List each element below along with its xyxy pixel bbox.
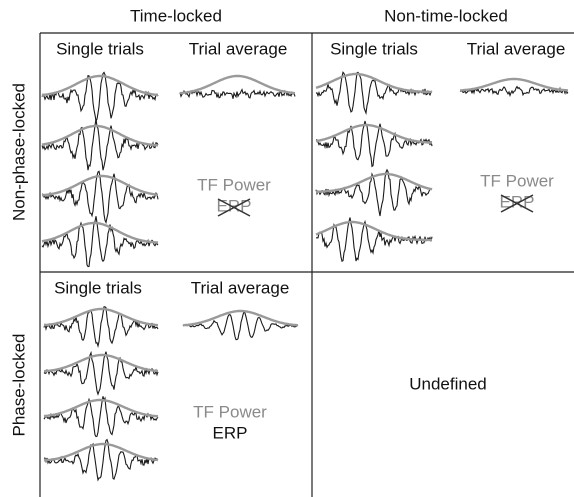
waveform bbox=[43, 350, 159, 396]
cell-label: Trial average bbox=[467, 39, 566, 58]
column-header: Non-time-locked bbox=[384, 6, 508, 25]
envelope bbox=[315, 72, 432, 94]
waveforms bbox=[41, 71, 569, 482]
waveform bbox=[43, 396, 159, 438]
envelope bbox=[43, 398, 159, 418]
strike bbox=[217, 198, 251, 217]
envelope bbox=[43, 442, 159, 462]
envelope bbox=[43, 353, 159, 373]
undefined-label: Undefined bbox=[409, 374, 487, 393]
erp-label: ERP bbox=[500, 192, 535, 211]
row-header: Non-phase-locked bbox=[9, 83, 28, 221]
cell-label: Trial average bbox=[189, 39, 288, 58]
envelope bbox=[179, 74, 296, 95]
cell-label: Trial average bbox=[191, 278, 290, 297]
envelope bbox=[42, 174, 159, 197]
cell-label: Single trials bbox=[56, 39, 144, 58]
erp-label: ERP bbox=[217, 196, 252, 215]
envelope bbox=[460, 77, 568, 92]
waveform bbox=[315, 120, 433, 168]
waveform bbox=[182, 310, 299, 341]
waveform bbox=[41, 71, 159, 123]
envelope bbox=[316, 172, 433, 193]
waveform bbox=[315, 168, 433, 217]
cell-label: Single trials bbox=[54, 278, 142, 297]
envelope bbox=[43, 307, 159, 327]
cell-label: Single trials bbox=[330, 39, 418, 58]
envelope bbox=[182, 309, 299, 327]
waveform bbox=[41, 170, 159, 225]
waveform bbox=[179, 88, 296, 99]
tf-power-label: TF Power bbox=[197, 175, 271, 194]
waveform bbox=[43, 306, 159, 348]
envelope bbox=[41, 74, 159, 97]
strike bbox=[500, 194, 534, 213]
envelope bbox=[41, 221, 158, 244]
waveform bbox=[41, 216, 159, 268]
row-header: Phase-locked bbox=[9, 333, 28, 436]
column-header: Time-locked bbox=[130, 6, 222, 25]
envelope bbox=[315, 220, 432, 242]
envelope bbox=[315, 123, 433, 144]
waveform bbox=[43, 438, 159, 482]
erp-label: ERP bbox=[213, 423, 248, 442]
tf-power-label: TF Power bbox=[480, 171, 554, 190]
waveform bbox=[41, 118, 159, 171]
tf-power-label: TF Power bbox=[193, 402, 267, 421]
envelope bbox=[41, 124, 159, 147]
